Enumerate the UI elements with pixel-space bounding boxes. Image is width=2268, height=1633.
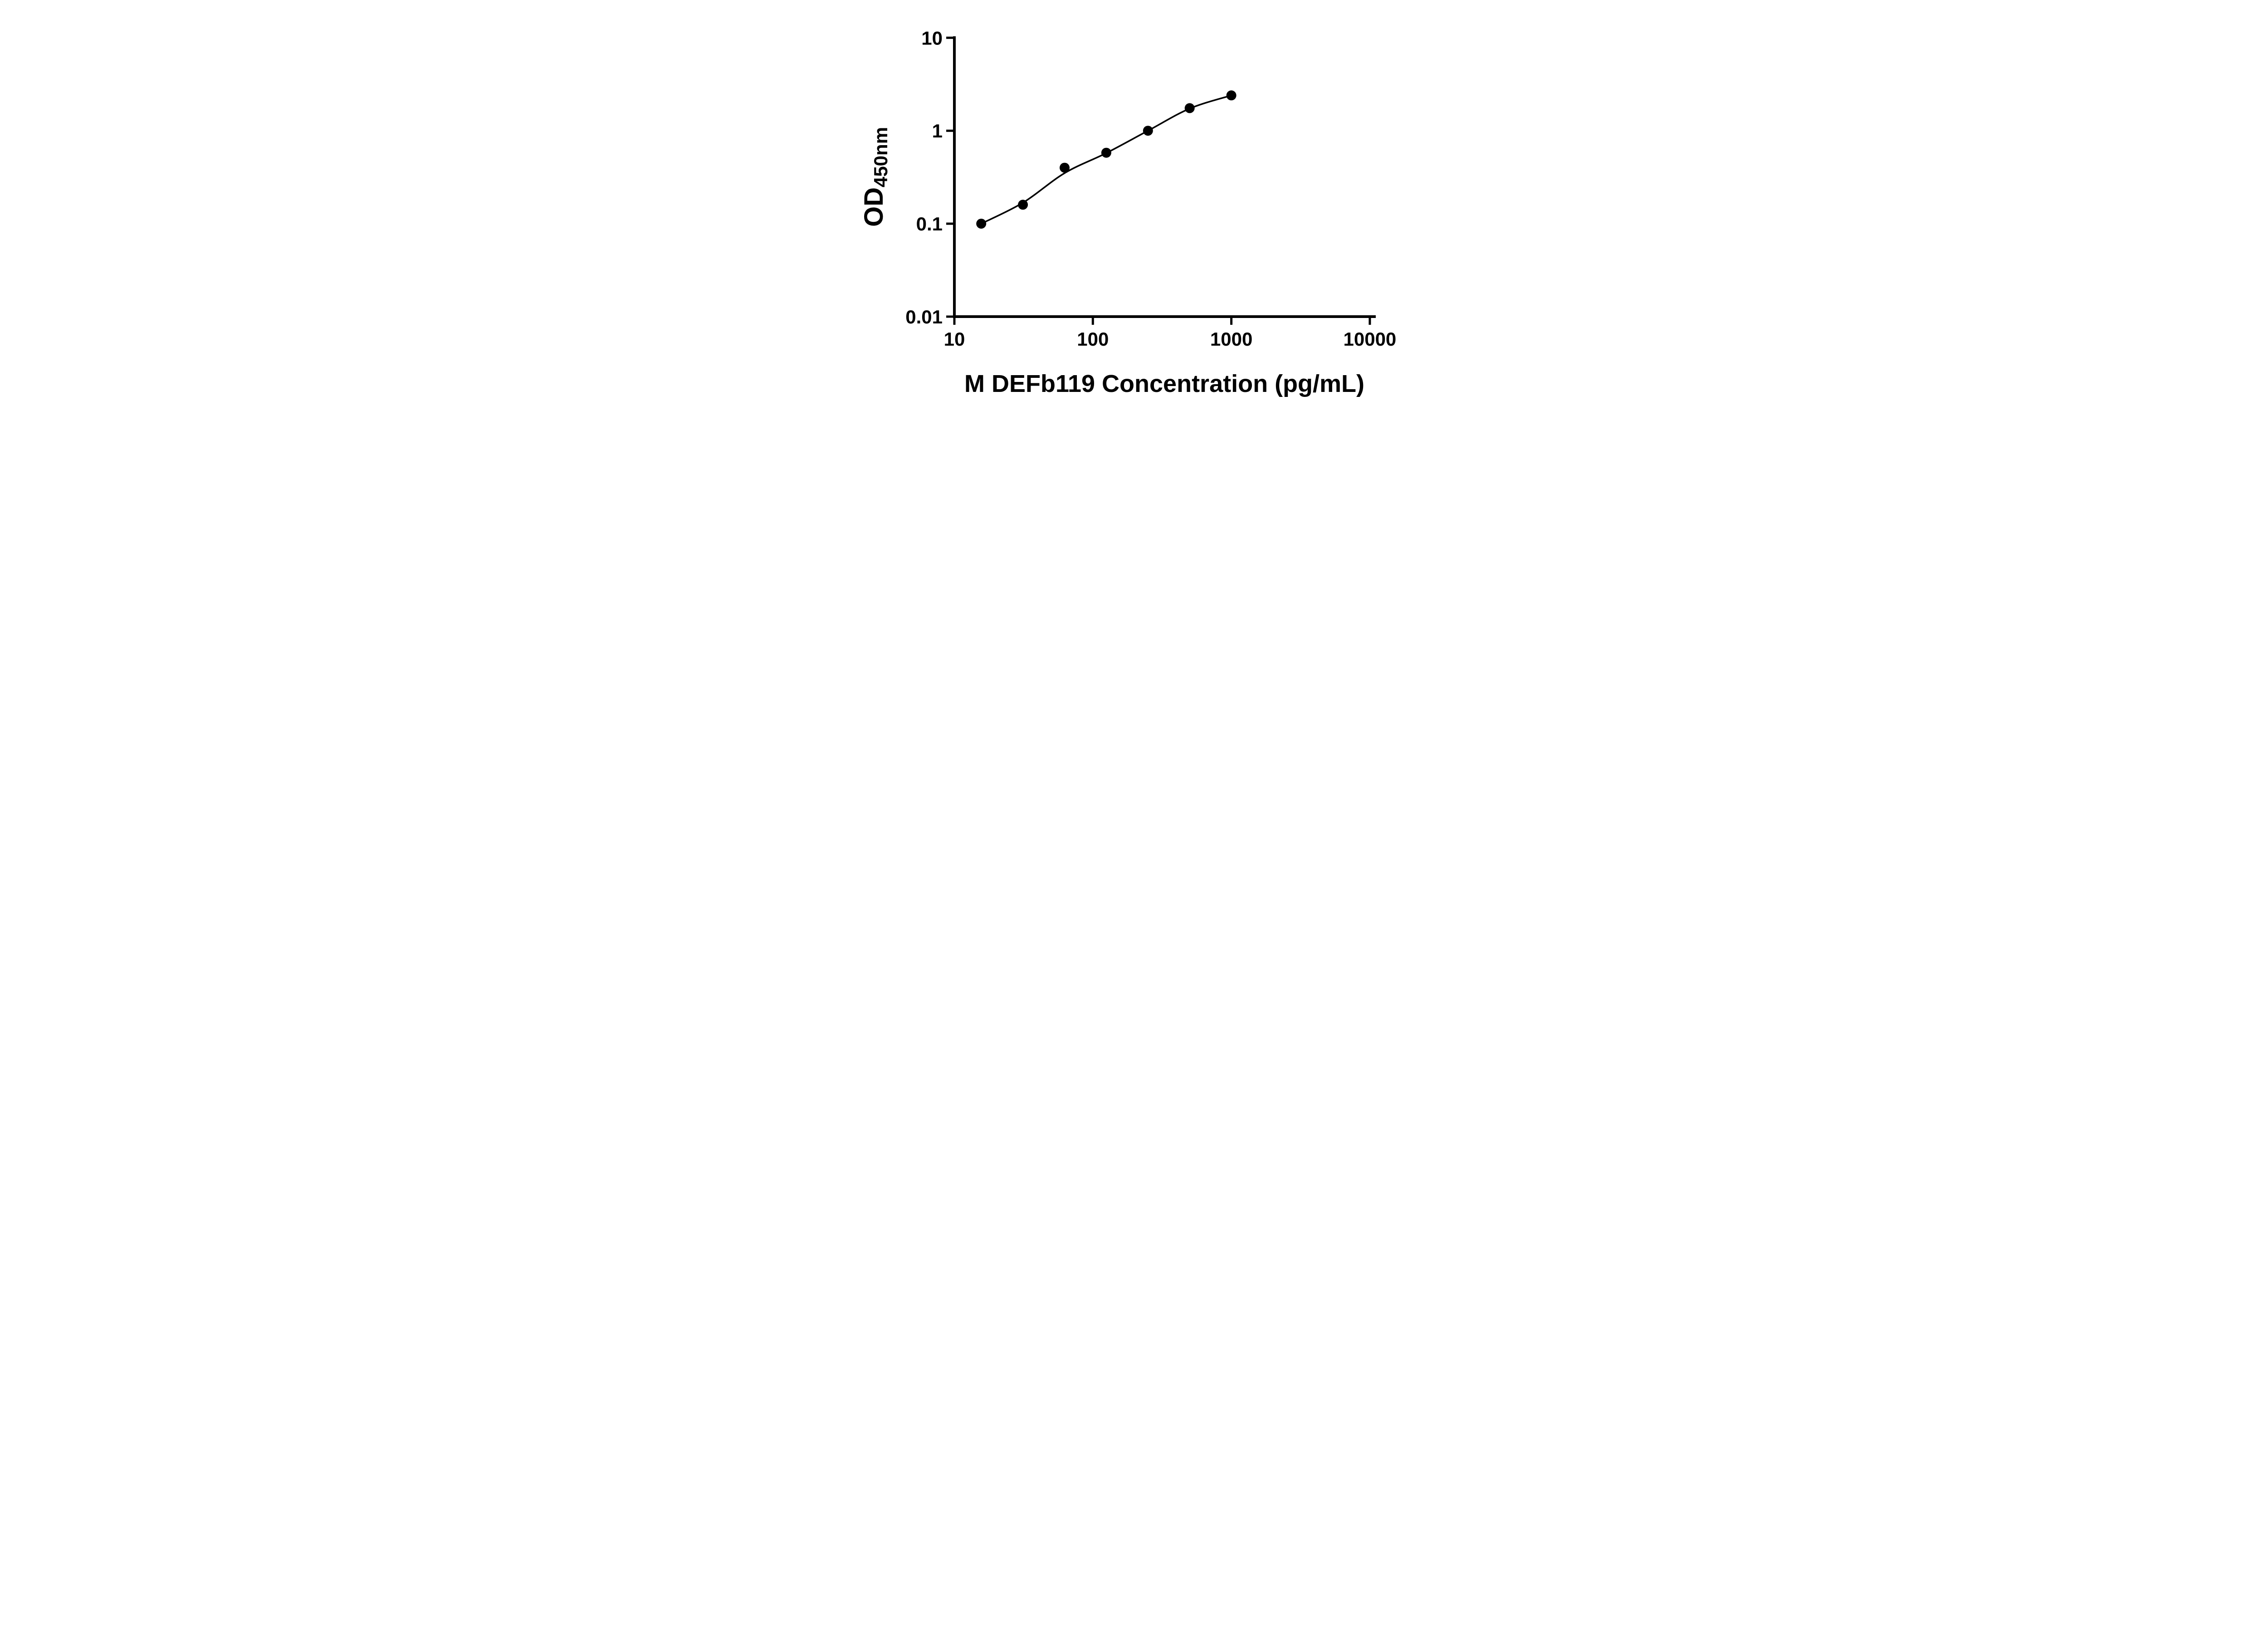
x-tick-label: 1000 [1210, 328, 1252, 350]
x-tick-label: 10000 [1343, 328, 1396, 350]
y-axis-title-main: OD [859, 187, 889, 227]
data-point [1226, 90, 1237, 101]
data-point [1143, 126, 1153, 136]
data-series [976, 90, 1237, 229]
data-point [1059, 162, 1070, 173]
axis-frame [953, 36, 1376, 318]
y-tick-label: 10 [921, 27, 943, 49]
y-tick-label: 0.1 [916, 213, 942, 235]
data-point [976, 219, 986, 229]
axis-tick-labels: 10 100 1000 10000 0.01 0.1 1 10 [905, 27, 1396, 350]
x-tick-label: 100 [1077, 328, 1109, 350]
figure-area: 10 100 1000 10000 0.01 0.1 1 10 M DEFb119 Conce… [842, 0, 1426, 408]
y-axis-title-subscript: 450nm [870, 127, 891, 187]
data-point [1184, 103, 1195, 113]
y-tick-label: 0.01 [905, 306, 943, 328]
data-point [1017, 200, 1028, 210]
axes [953, 36, 1376, 318]
x-axis-title: M DEFb119 Concentration (pg/mL) [964, 370, 1364, 397]
axis-ticks [946, 36, 1371, 325]
data-point [1101, 147, 1111, 158]
elisa-standard-curve-chart: 10 100 1000 10000 0.01 0.1 1 10 M DEFb119 Conce… [859, 27, 1396, 397]
y-tick-label: 1 [932, 120, 942, 142]
x-tick-label: 10 [943, 328, 965, 350]
y-axis-title: OD450nm [859, 127, 891, 227]
